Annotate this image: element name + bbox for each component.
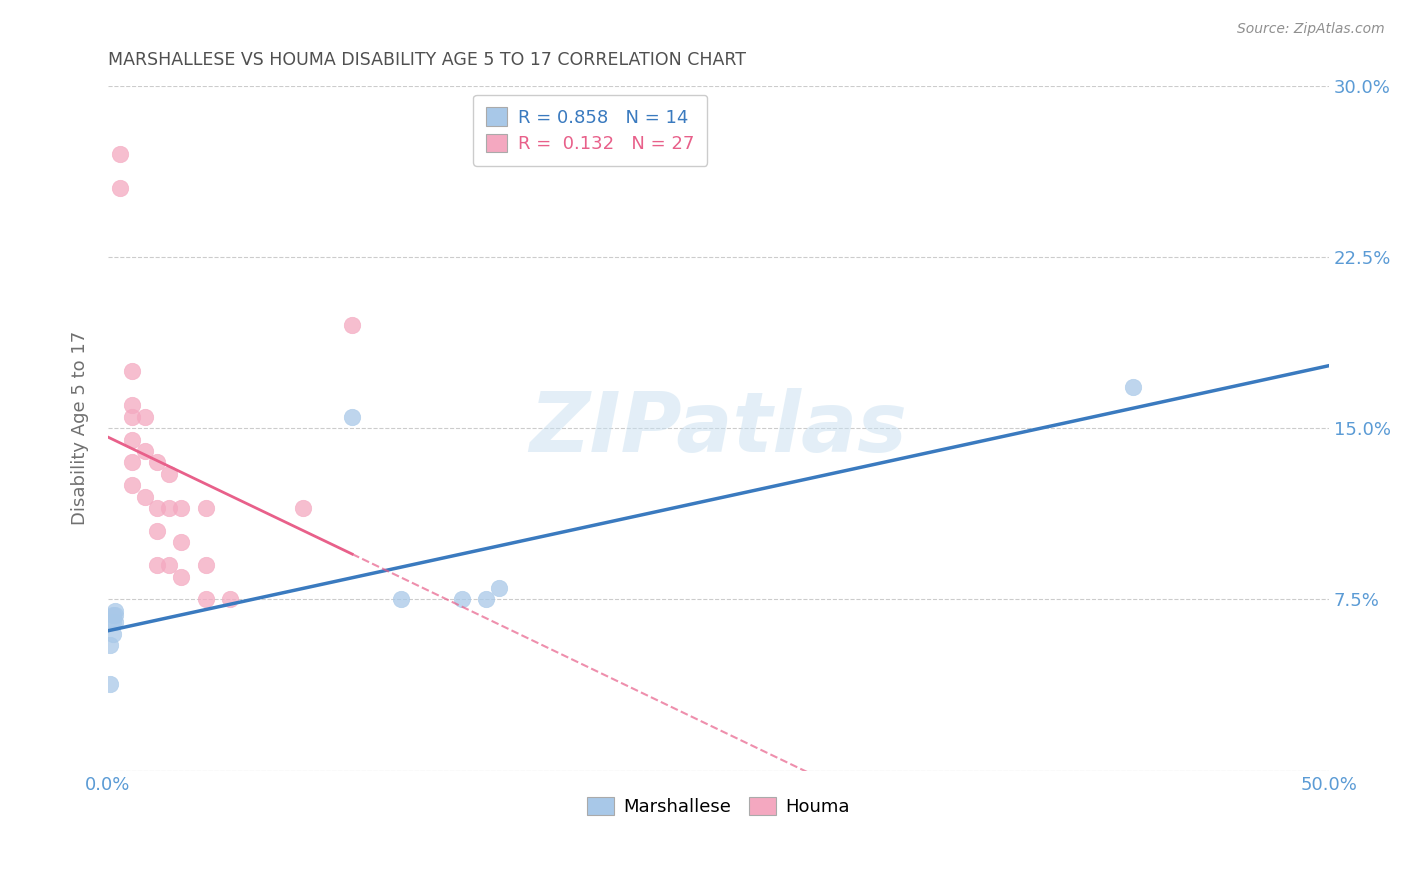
Point <box>194 501 217 516</box>
Point <box>108 147 131 161</box>
Point <box>340 318 363 333</box>
Point <box>121 398 143 412</box>
Y-axis label: Disability Age 5 to 17: Disability Age 5 to 17 <box>72 331 89 525</box>
Point <box>292 501 315 516</box>
Point <box>104 604 127 618</box>
Point <box>121 455 143 469</box>
Point <box>121 409 143 424</box>
Legend: Marshallese, Houma: Marshallese, Houma <box>579 789 856 823</box>
Point <box>1122 380 1144 394</box>
Point <box>104 608 127 623</box>
Point <box>100 677 122 691</box>
Point <box>488 581 510 595</box>
Point <box>194 592 217 607</box>
Point <box>134 444 156 458</box>
Point <box>101 626 124 640</box>
Point <box>170 535 193 549</box>
Point <box>157 467 180 481</box>
Point <box>146 455 169 469</box>
Point <box>121 364 143 378</box>
Point <box>146 558 169 573</box>
Text: Source: ZipAtlas.com: Source: ZipAtlas.com <box>1237 22 1385 37</box>
Point <box>157 501 180 516</box>
Point <box>134 409 156 424</box>
Point <box>340 409 363 424</box>
Point <box>101 615 124 630</box>
Point <box>121 478 143 492</box>
Point <box>389 592 412 607</box>
Point <box>121 433 143 447</box>
Point <box>146 501 169 516</box>
Point <box>170 501 193 516</box>
Point <box>108 181 131 195</box>
Point <box>157 558 180 573</box>
Text: MARSHALLESE VS HOUMA DISABILITY AGE 5 TO 17 CORRELATION CHART: MARSHALLESE VS HOUMA DISABILITY AGE 5 TO… <box>108 51 747 69</box>
Point <box>146 524 169 538</box>
Point <box>134 490 156 504</box>
Text: ZIPatlas: ZIPatlas <box>530 388 907 468</box>
Point <box>475 592 498 607</box>
Point <box>100 638 122 652</box>
Point <box>451 592 474 607</box>
Point <box>170 569 193 583</box>
Point <box>101 608 124 623</box>
Point <box>194 558 217 573</box>
Point <box>219 592 242 607</box>
Point <box>104 615 127 630</box>
